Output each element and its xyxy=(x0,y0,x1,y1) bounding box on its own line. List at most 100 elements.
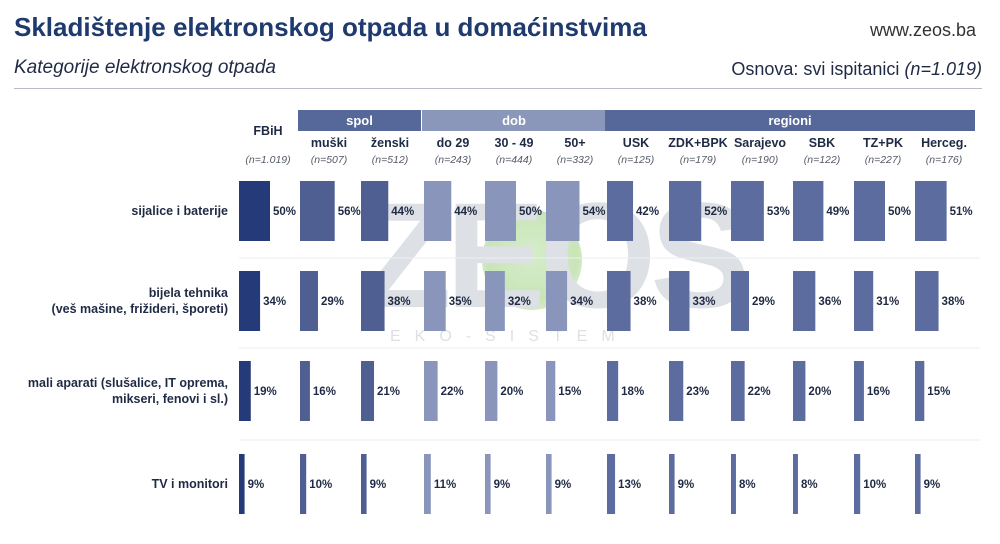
bar-value-label: 50% xyxy=(888,206,911,218)
basis-label: Osnova: svi ispitanici xyxy=(731,59,900,79)
bar-value-label: 8% xyxy=(739,479,756,491)
bar-value-label: 29% xyxy=(752,296,775,308)
bar-value-label: 10% xyxy=(309,479,332,491)
bar-value-label: 18% xyxy=(621,386,644,398)
bar xyxy=(424,454,431,514)
column-header: USK xyxy=(623,136,649,150)
basis-n: (n=1.019) xyxy=(904,59,982,79)
column-header: 30 - 49 xyxy=(495,136,534,150)
bar-value-label: 38% xyxy=(634,296,657,308)
bar-value-label: 9% xyxy=(248,479,265,491)
row-label: (veš mašine, frižideri, šporeti) xyxy=(52,302,228,316)
group-header-label: regioni xyxy=(768,113,811,128)
bar xyxy=(915,361,925,421)
bar-value-label: 38% xyxy=(942,296,965,308)
bar xyxy=(239,361,251,421)
bar xyxy=(731,271,749,331)
bar-value-label: 29% xyxy=(321,296,344,308)
bar-value-label: 50% xyxy=(519,206,542,218)
bar-value-label: 19% xyxy=(254,386,277,398)
bar-value-label: 11% xyxy=(434,479,456,491)
bar xyxy=(239,271,261,331)
bar xyxy=(485,271,505,331)
column-header: do 29 xyxy=(437,136,470,150)
bar xyxy=(546,181,580,241)
bar-value-label: 49% xyxy=(826,206,849,218)
group-header-dob xyxy=(422,110,606,131)
column-header: ženski xyxy=(371,136,409,150)
column-header: 50+ xyxy=(564,136,585,150)
bar xyxy=(424,181,452,241)
bar-value-label: 50% xyxy=(273,206,296,218)
website-link[interactable]: www.zeos.ba xyxy=(869,20,976,40)
column-n: (n=227) xyxy=(865,154,901,166)
bar-value-label: 36% xyxy=(818,296,841,308)
bar-value-label: 44% xyxy=(454,206,477,218)
bar-value-label: 16% xyxy=(313,386,336,398)
bar xyxy=(239,181,270,241)
bar xyxy=(239,454,245,514)
bar xyxy=(669,361,684,421)
bar-value-label: 42% xyxy=(636,206,659,218)
bar xyxy=(546,454,552,514)
column-header: muški xyxy=(311,136,347,150)
bar-value-label: 15% xyxy=(558,386,581,398)
bar-value-label: 32% xyxy=(508,296,531,308)
bar-value-label: 8% xyxy=(801,479,818,491)
bar xyxy=(546,361,556,421)
group-header-label: spol xyxy=(346,113,373,128)
bar xyxy=(485,361,498,421)
column-n: (n=444) xyxy=(496,154,532,166)
bar xyxy=(854,454,861,514)
bar xyxy=(300,271,318,331)
bar xyxy=(731,454,736,514)
bar-value-label: 9% xyxy=(924,479,941,491)
bar xyxy=(793,454,798,514)
bar xyxy=(669,271,690,331)
column-n: (n=125) xyxy=(618,154,654,166)
bar xyxy=(607,361,619,421)
bar xyxy=(546,271,568,331)
column-n: (n=512) xyxy=(372,154,408,166)
column-n: (n=176) xyxy=(926,154,962,166)
bar-value-label: 13% xyxy=(618,479,641,491)
bar xyxy=(424,361,438,421)
column-n: (n=179) xyxy=(680,154,716,166)
bar xyxy=(915,454,921,514)
bar xyxy=(607,271,631,331)
column-n: (n=507) xyxy=(311,154,347,166)
bar xyxy=(607,454,616,514)
bar xyxy=(793,181,824,241)
column-n: (n=190) xyxy=(742,154,778,166)
bar-value-label: 54% xyxy=(582,206,605,218)
bar xyxy=(854,181,885,241)
bar-value-label: 16% xyxy=(867,386,890,398)
bar xyxy=(731,181,764,241)
bar xyxy=(485,454,491,514)
bar xyxy=(361,181,389,241)
report-title: Skladištenje elektronskog otpada u domać… xyxy=(14,12,647,42)
bar xyxy=(793,271,816,331)
bar-value-label: 9% xyxy=(678,479,695,491)
bar-value-label: 53% xyxy=(767,206,790,218)
bar-value-label: 52% xyxy=(704,206,727,218)
group-header-label: dob xyxy=(502,113,526,128)
chart-subtitle: Kategorije elektronskog otpada xyxy=(14,57,276,78)
bar-value-label: 51% xyxy=(950,206,973,218)
bar-value-label: 44% xyxy=(391,206,414,218)
bar xyxy=(300,361,310,421)
column-n: (n=1.019) xyxy=(245,154,290,166)
bar-value-label: 23% xyxy=(686,386,709,398)
row-label: mali aparati (slušalice, IT oprema, xyxy=(28,376,228,390)
row-label: bijela tehnika xyxy=(149,286,229,300)
row-label: TV i monitori xyxy=(152,477,228,491)
bar-value-label: 20% xyxy=(808,386,831,398)
bar-value-label: 22% xyxy=(441,386,464,398)
bar-value-label: 34% xyxy=(570,296,593,308)
column-n: (n=122) xyxy=(804,154,840,166)
column-header: ZDK+BPK xyxy=(668,136,727,150)
bar xyxy=(485,181,516,241)
column-n: (n=332) xyxy=(557,154,593,166)
bar xyxy=(300,454,307,514)
